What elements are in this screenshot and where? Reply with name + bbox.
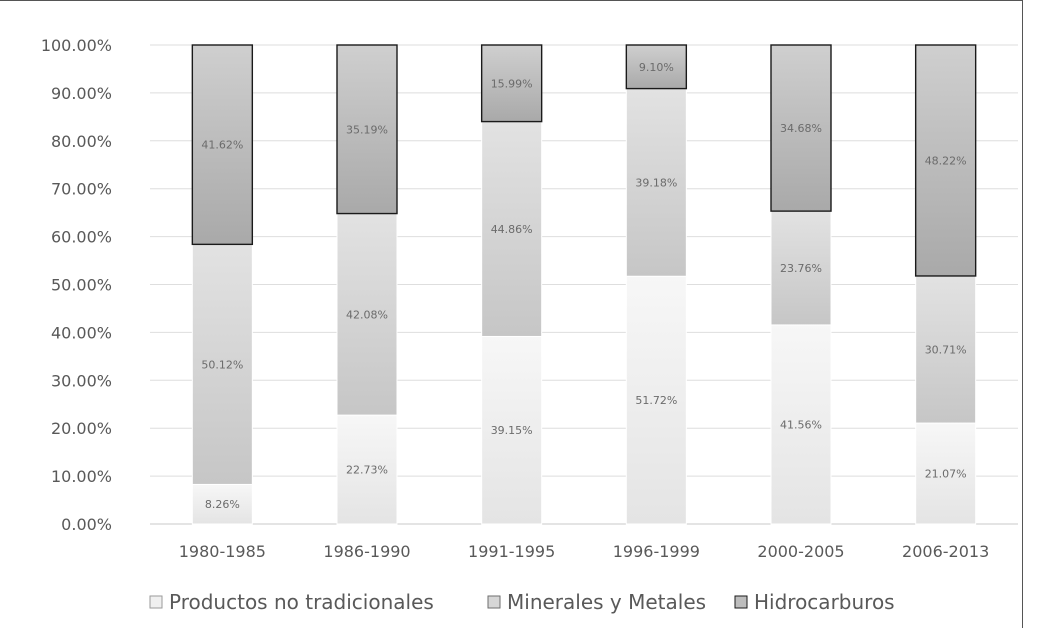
x-tick-label: 2000-2005 xyxy=(757,542,844,561)
gridlines xyxy=(150,44,1018,525)
y-tick-label: 100.00% xyxy=(41,36,112,55)
bar-stack: 39.15% 44.86% 15.99% xyxy=(480,44,543,525)
data-label: 42.08% xyxy=(346,308,388,321)
legend-swatch xyxy=(734,595,748,609)
bar-segment xyxy=(191,483,253,525)
legend: Productos no tradicionales Minerales y Me… xyxy=(149,590,895,614)
y-tick-label: 80.00% xyxy=(51,132,112,151)
bar-stacks: 8.26% 50.12% 41.62% 22.73% 42.08% 35.19% 39.15… xyxy=(191,44,977,525)
data-label: 15.99% xyxy=(491,77,533,90)
bar-stack: 22.73% 42.08% 35.19% xyxy=(336,44,398,525)
legend-swatch xyxy=(487,595,501,609)
y-tick-label: 20.00% xyxy=(51,419,112,438)
data-label: 8.26% xyxy=(205,498,240,511)
data-label: 34.68% xyxy=(780,122,822,135)
y-tick-label: 90.00% xyxy=(51,84,112,103)
y-tick-label: 10.00% xyxy=(51,467,112,486)
data-label: 30.71% xyxy=(925,344,967,357)
data-label: 23.76% xyxy=(780,262,822,275)
data-label: 39.15% xyxy=(491,424,533,437)
y-tick-label: 40.00% xyxy=(51,323,112,342)
data-label: 41.62% xyxy=(201,139,243,152)
legend-label: Hidrocarburos xyxy=(754,590,895,614)
y-tick-label: 30.00% xyxy=(51,371,112,390)
bar-stack: 21.07% 30.71% 48.22% xyxy=(914,44,977,525)
legend-item: Productos no tradicionales xyxy=(149,590,434,614)
y-tick-label: 70.00% xyxy=(51,180,112,199)
x-tick-label: 1991-1995 xyxy=(468,542,555,561)
legend-item: Hidrocarburos xyxy=(734,590,895,614)
y-tick-label: 0.00% xyxy=(61,515,112,534)
data-label: 51.72% xyxy=(635,394,677,407)
bar-segment xyxy=(481,335,543,525)
bar-segment xyxy=(915,422,977,525)
bar-segment xyxy=(625,275,687,525)
bar-segment xyxy=(480,44,543,123)
data-label: 9.10% xyxy=(639,61,674,74)
data-label: 48.22% xyxy=(925,154,967,167)
y-tick-label: 50.00% xyxy=(51,276,112,295)
data-label: 22.73% xyxy=(346,464,388,477)
bar-segment xyxy=(191,243,253,485)
data-label: 44.86% xyxy=(491,223,533,236)
bar-segment xyxy=(625,44,688,90)
bar-segment xyxy=(915,275,977,424)
x-tick-label: 1996-1999 xyxy=(613,542,700,561)
bar-segment xyxy=(336,213,398,416)
bar-stack: 51.72% 39.18% 9.10% xyxy=(625,44,688,525)
x-axis: 1980-1985 1986-1990 1991-1995 1996-1999 2000… xyxy=(179,542,990,561)
bar-stack: 41.56% 23.76% 34.68% xyxy=(770,44,832,525)
legend-swatch xyxy=(149,595,163,609)
data-label: 21.07% xyxy=(925,468,967,481)
bar-segment xyxy=(914,44,977,277)
y-tick-label: 60.00% xyxy=(51,228,112,247)
x-tick-label: 2006-2013 xyxy=(902,542,989,561)
data-label: 39.18% xyxy=(635,176,677,189)
x-tick-label: 1980-1985 xyxy=(179,542,266,561)
bar-segment xyxy=(481,121,543,337)
legend-label: Productos no tradicionales xyxy=(169,590,434,614)
data-label: 35.19% xyxy=(346,123,388,136)
data-label: 50.12% xyxy=(201,358,243,371)
bar-segment xyxy=(336,44,398,215)
bar-segment xyxy=(770,44,832,212)
x-tick-label: 1986-1990 xyxy=(323,542,410,561)
y-axis: 0.00% 10.00% 20.00% 30.00% 40.00% 50.00% 60.00… xyxy=(41,36,112,534)
legend-label: Minerales y Metales xyxy=(507,590,706,614)
data-label: 41.56% xyxy=(780,418,822,431)
bar-segment xyxy=(191,44,254,246)
bar-segment xyxy=(625,88,687,277)
legend-item: Minerales y Metales xyxy=(487,590,706,614)
bar-stack: 8.26% 50.12% 41.62% xyxy=(191,44,254,525)
